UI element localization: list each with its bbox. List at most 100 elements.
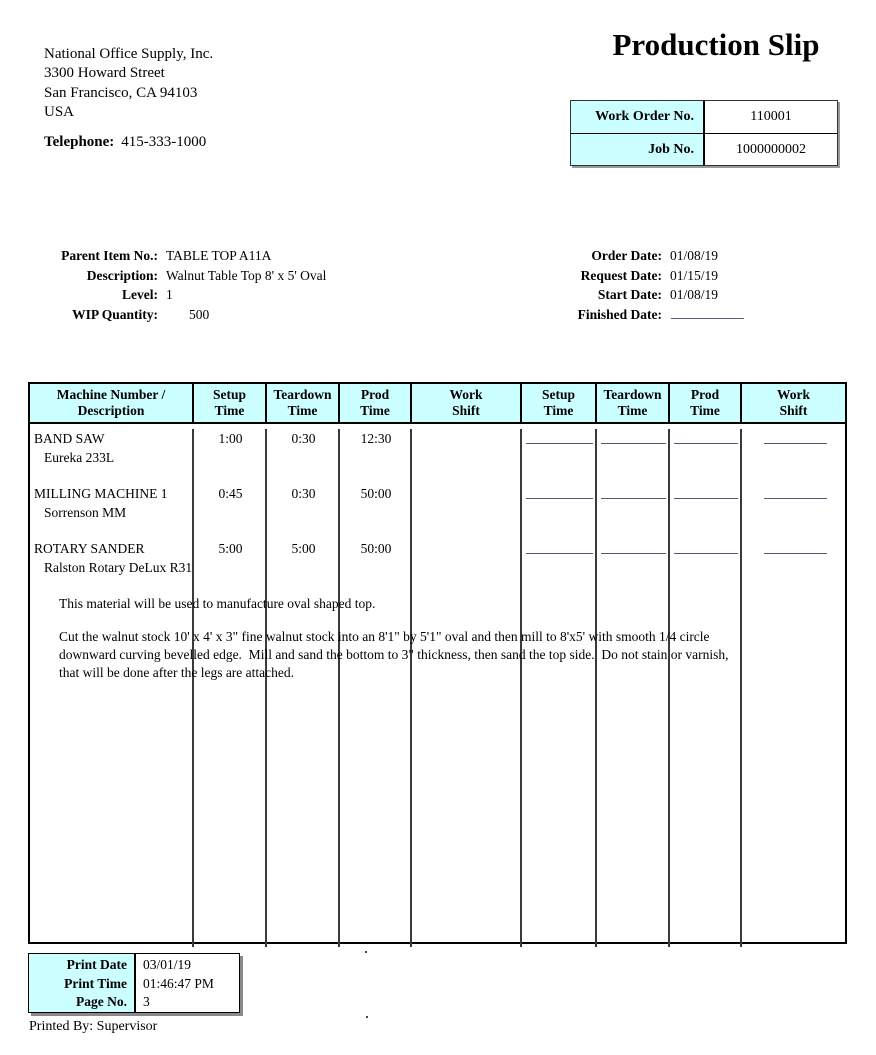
print-time-label: Print Time [64,975,127,991]
setup-time-blank-cell [522,429,597,484]
stray-dot [365,951,367,953]
blank-line [526,443,593,444]
parent-item-label: Parent Item No.: [61,248,158,263]
description-row: Description: Walnut Table Top 8' x 5' Ov… [36,266,327,286]
company-block: National Office Supply, Inc. 3300 Howard… [44,45,213,152]
note-line: that will be done after the legs are att… [59,665,295,680]
work-shift-blank-cell [742,539,845,594]
wip-quantity-row: WIP Quantity: 500 [36,305,326,325]
blank-line [601,553,666,554]
machine-row: MILLING MACHINE 1 Sorrenson MM 0:45 0:30… [30,484,845,539]
job-no-label: Job No. [571,134,705,165]
request-date-row: Request Date: 01/15/19 [470,266,744,286]
print-date-label: Print Date [66,957,127,972]
page-no-label: Page No. [76,994,127,1009]
blank-line [674,553,738,554]
header-teardown-time-1: Teardown Time [267,384,340,422]
work-shift-cell [412,539,522,594]
blank-line [526,498,593,499]
level-value: 1 [166,287,173,302]
telephone-label: Telephone: [44,134,115,151]
blank-line [601,498,666,499]
wip-quantity-label: WIP Quantity: [72,306,158,322]
finished-date-row: Finished Date: [470,305,744,325]
start-date-value: 01/08/19 [670,287,719,302]
print-info-labels: Print Date Print Time Page No. [29,954,136,1012]
column-divider [595,429,597,947]
column-divider [668,429,670,947]
machine-row: ROTARY SANDER Ralston Rotary DeLux R31 5… [30,539,845,594]
stray-dot [366,1016,368,1018]
machine-table-header: Machine Number / Description Setup Time … [30,384,845,424]
header-prod-time-2: Prod Time [670,384,742,422]
teardown-time-value: 0:30 [291,486,316,501]
finished-date-blank-line [671,305,744,319]
setup-time-value: 1:00 [218,431,243,446]
blank-line [674,443,738,444]
work-shift-cell [412,484,522,539]
parent-item-row: Parent Item No.: TABLE TOP A11A [36,246,326,266]
setup-time-value: 5:00 [218,541,243,556]
description-value: Walnut Table Top 8' x 5' Oval [166,267,327,283]
column-divider [338,429,340,947]
blank-line [764,498,827,499]
prod-time-value: 12:30 [360,431,392,446]
level-label: Level: [122,287,158,302]
machine-cell: MILLING MACHINE 1 Sorrenson MM [30,484,194,539]
work-order-box: Work Order No. 110001 Job No. 1000000002 [570,100,838,166]
machine-table-body: BAND SAW Eureka 233L 1:00 0:30 12:30 MIL… [30,429,845,947]
teardown-time-blank-cell [597,539,670,594]
column-divider [740,429,742,947]
company-address-line1: 3300 Howard Street [44,65,165,82]
column-divider [520,429,522,947]
dates-block: Order Date: 01/08/19 Request Date: 01/15… [470,246,744,324]
setup-time-blank-cell [522,484,597,539]
machine-name: BAND SAW [34,431,105,446]
column-divider [265,429,267,947]
work-shift-cell [412,429,522,484]
machine-name: MILLING MACHINE 1 [34,486,168,501]
description-label: Description: [86,267,158,283]
header-setup-time-1: Setup Time [194,384,267,422]
order-date-label: Order Date: [591,248,662,263]
machine-row: BAND SAW Eureka 233L 1:00 0:30 12:30 [30,429,845,484]
header-setup-time-2: Setup Time [522,384,597,422]
prod-time-blank-cell [670,429,742,484]
company-phone-row: Telephone: 415-333-1000 [44,133,213,152]
job-no-row: Job No. 1000000002 [571,133,837,165]
teardown-time-blank-cell [597,484,670,539]
blank-line [601,443,666,444]
blank-line [764,553,827,554]
column-divider [410,429,412,947]
header-prod-time-1: Prod Time [340,384,412,422]
teardown-time-value: 0:30 [291,431,316,446]
company-name: National Office Supply, Inc. [44,46,214,62]
header-work-shift-2: Work Shift [776,387,810,418]
note-line: Cut the walnut stock 10' x 4' x 3" fine … [59,629,710,644]
machine-cell: ROTARY SANDER Ralston Rotary DeLux R31 [30,539,194,594]
page-no-value: 3 [143,994,150,1009]
work-order-label: Work Order No. [571,101,705,133]
blank-line [526,553,593,554]
prod-time-blank-cell [670,539,742,594]
column-divider [192,429,194,947]
print-date-value: 03/01/19 [143,957,192,972]
machine-model: Eureka 233L [44,450,115,465]
order-date-row: Order Date: 01/08/19 [470,246,744,266]
note-intro-line: This material will be used to manufactur… [59,596,376,611]
request-date-value: 01/15/19 [670,267,719,283]
blank-line [674,498,738,499]
setup-time-blank-cell [522,539,597,594]
work-shift-blank-cell [742,429,845,484]
print-time-value: 01:46:47 PM [143,975,214,991]
job-no-value: 1000000002 [736,141,806,157]
header-machine-description: Machine Number / Description [30,384,194,422]
level-row: Level: 1 [36,285,326,305]
print-info-box: Print Date Print Time Page No. 03/01/19 … [28,953,240,1013]
printed-by-line: Printed By: Supervisor [29,1019,158,1034]
work-shift-blank-cell [742,484,845,539]
machine-table: Machine Number / Description Setup Time … [28,382,847,947]
machine-name: ROTARY SANDER [34,541,145,556]
setup-time-value: 0:45 [218,486,243,501]
